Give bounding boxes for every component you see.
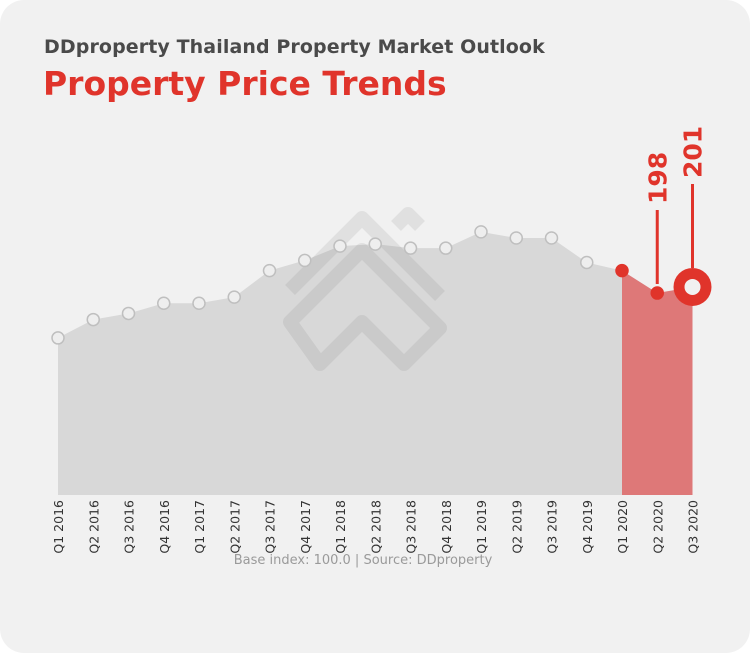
x-tick-label-q1-2018: Q1 2018 [333, 500, 348, 554]
x-tick-label-q4-2018: Q4 2018 [439, 500, 454, 554]
x-tick-label-q4-2019: Q4 2019 [580, 500, 595, 554]
x-tick-label-q2-2016: Q2 2016 [86, 500, 101, 554]
value-label-201: 201 [679, 126, 708, 178]
source-note: Base index: 100.0 | Source: DDproperty [233, 553, 493, 568]
value-label-198: 198 [643, 152, 672, 204]
point-q2-2017 [227, 290, 241, 304]
x-tick-label-q1-2019: Q1 2019 [474, 500, 489, 554]
x-tick-label-q4-2017: Q4 2017 [298, 500, 313, 554]
point-q2-2018 [368, 237, 382, 251]
point-q3-2016 [121, 306, 136, 321]
chart-subtitle: DDproperty Thailand Property Market Outl… [44, 36, 545, 58]
x-tick-label-q1-2020: Q1 2020 [615, 500, 630, 554]
labels-layer: 198 201 Q1 2016 Q2 2016 Q3 2016 Q4 2016 Q1 201… [51, 126, 708, 554]
point-q1-2016 [51, 331, 65, 345]
x-tick-label-q2-2017: Q2 2017 [227, 500, 242, 554]
chart-title: Property Price Trends [43, 64, 447, 103]
point-q4-2016 [157, 296, 171, 311]
x-tick-label-q3-2020: Q3 2020 [686, 500, 701, 554]
point-q4-2019 [580, 255, 594, 270]
area-layer [58, 231, 693, 496]
x-tick-label-q2-2018: Q2 2018 [368, 500, 383, 554]
x-tick-label-q3-2019: Q3 2019 [545, 500, 560, 554]
x-tick-label-q3-2018: Q3 2018 [404, 500, 419, 554]
x-tick-label-q3-2017: Q3 2017 [263, 500, 278, 554]
point-q3-2017 [262, 263, 277, 278]
x-tick-label-q1-2016: Q1 2016 [51, 500, 66, 554]
point-q1-2018 [333, 239, 347, 253]
point-q1-2019 [474, 225, 488, 239]
price-area [58, 231, 693, 496]
point-q3-2018 [403, 241, 418, 255]
point-q2-2020 [650, 286, 664, 300]
point-q4-2017 [298, 253, 312, 268]
logo-watermark-icon [283, 207, 447, 371]
point-q2-2016 [86, 312, 100, 327]
point-q3-2019 [544, 231, 559, 245]
x-tick-label-q2-2019: Q2 2019 [509, 500, 524, 554]
point-q4-2018 [439, 241, 453, 255]
x-tick-label-q1-2017: Q1 2017 [192, 500, 207, 554]
point-q1-2020 [615, 263, 629, 278]
x-tick-label-q3-2016: Q3 2016 [122, 500, 137, 554]
point-q3-2020 [684, 278, 701, 295]
marks-layer [51, 225, 712, 345]
highlight-area [622, 270, 693, 495]
x-tick-label-q4-2016: Q4 2016 [157, 500, 172, 554]
point-q1-2017 [192, 296, 206, 311]
x-tick-label-q2-2020: Q2 2020 [650, 500, 665, 554]
point-q2-2019 [509, 231, 523, 245]
